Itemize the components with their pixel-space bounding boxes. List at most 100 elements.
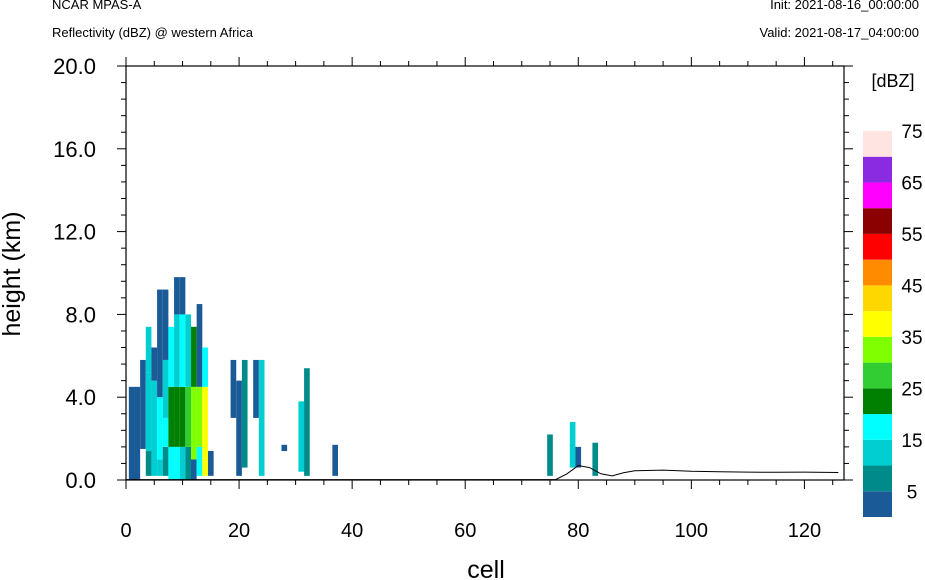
reflectivity-cell xyxy=(140,359,146,449)
init-time: Init: 2021-08-16_00:00:00 xyxy=(770,0,919,12)
reflectivity-cell xyxy=(185,446,192,480)
colorbar-box xyxy=(863,491,892,517)
reflectivity-cell xyxy=(157,459,163,476)
colorbar-tick-label: 35 xyxy=(901,328,922,349)
reflectivity-cell xyxy=(196,386,203,447)
reflectivity-cell xyxy=(128,386,135,480)
reflectivity-cell xyxy=(168,446,175,480)
y-tick-label: 4.0 xyxy=(65,385,96,410)
reflectivity-cell xyxy=(151,451,158,476)
reflectivity-cell xyxy=(185,314,192,387)
colorbar-box xyxy=(863,131,892,157)
colorbar-tick-label: 15 xyxy=(901,431,922,452)
y-tick-label: 12.0 xyxy=(53,220,96,245)
reflectivity-cell xyxy=(162,417,169,447)
colorbar-box xyxy=(863,362,892,389)
reflectivity-cell xyxy=(202,347,208,387)
reflectivity-cell xyxy=(230,359,237,418)
reflectivity-cell xyxy=(258,359,265,476)
colorbar-box xyxy=(863,388,892,415)
reflectivity-cell xyxy=(196,304,203,387)
reflectivity-cell xyxy=(145,326,152,373)
terrain-line xyxy=(126,464,839,481)
colorbar-units: [dBZ] xyxy=(871,71,914,91)
reflectivity-cell xyxy=(145,372,152,452)
reflectivity-cell xyxy=(281,444,288,452)
colorbar-box xyxy=(863,414,892,440)
colorbar-box xyxy=(863,439,892,466)
colorbar-tick-label: 55 xyxy=(901,225,922,246)
reflectivity-cell xyxy=(191,386,197,460)
reflectivity-cell xyxy=(547,434,553,476)
reflectivity-cell xyxy=(162,359,169,418)
reflectivity-cell xyxy=(569,422,576,468)
x-axis-ticks: 0 20 40 60 80 100 120 xyxy=(120,57,834,542)
reflectivity-cell xyxy=(168,326,175,387)
reflectivity-cell xyxy=(162,446,169,476)
reflectivity-cell xyxy=(179,386,186,447)
colorbar-box xyxy=(863,233,892,260)
reflectivity-cell xyxy=(157,289,163,398)
valid-time: Valid: 2021-08-17_04:00:00 xyxy=(759,25,920,40)
reflectivity-cell xyxy=(174,446,180,480)
reflectivity-cell xyxy=(162,289,169,360)
reflectivity-cell xyxy=(174,277,180,315)
reflectivity-cell xyxy=(179,314,186,387)
reflectivity-cell xyxy=(174,314,180,387)
reflectivity-cell xyxy=(592,442,599,476)
colorbar-box xyxy=(863,156,892,183)
x-tick-label: 40 xyxy=(341,520,363,542)
reflectivity-cell xyxy=(202,386,208,460)
x-tick-label: 20 xyxy=(228,520,250,542)
reflectivity-cell xyxy=(207,451,214,476)
x-tick-label: 100 xyxy=(675,520,708,542)
colorbar-box xyxy=(863,182,892,209)
x-tick-label: 0 xyxy=(120,520,131,542)
reflectivity-cell xyxy=(174,386,180,447)
reflectivity-cell xyxy=(157,397,163,460)
reflectivity-cell xyxy=(196,446,203,476)
colorbar-box xyxy=(863,311,892,337)
reflectivity-cell xyxy=(236,380,242,476)
colorbar-tick-label: 5 xyxy=(907,482,918,503)
x-tick-label: 60 xyxy=(454,520,476,542)
plot-frame xyxy=(125,65,845,481)
field-title: Reflectivity (dBZ) @ western Africa xyxy=(52,25,254,40)
reflectivity-cell xyxy=(185,386,192,447)
reflectivity-cell xyxy=(253,359,259,418)
reflectivity-cell xyxy=(134,386,141,480)
reflectivity-cell xyxy=(191,326,197,387)
colorbar-box xyxy=(863,465,892,492)
reflectivity-cell xyxy=(304,368,310,476)
reflectivity-cell xyxy=(145,451,152,476)
reflectivity-cell xyxy=(332,444,338,476)
reflectivity-cell xyxy=(179,277,186,315)
reflectivity-cell xyxy=(179,446,186,480)
y-tick-label: 8.0 xyxy=(65,302,96,327)
x-tick-label: 120 xyxy=(788,520,821,542)
y-tick-label: 20.0 xyxy=(53,54,96,79)
terrain-polyline xyxy=(126,464,839,481)
reflectivity-cell xyxy=(191,459,197,480)
reflectivity-cell xyxy=(151,380,158,452)
y-tick-label: 0.0 xyxy=(65,468,96,493)
reflectivity-cell xyxy=(168,386,175,447)
colorbar-tick-label: 65 xyxy=(901,174,922,195)
plot-axes xyxy=(125,65,845,481)
colorbar-tick-label: 45 xyxy=(901,276,922,297)
y-axis-ticks: 0.0 4.0 8.0 12.0 16.0 20.0 xyxy=(53,54,853,493)
reflectivity-cell xyxy=(575,446,582,468)
reflectivity-cell xyxy=(151,347,158,381)
colorbar-box xyxy=(863,208,892,234)
colorbar-box xyxy=(863,336,892,363)
colorbar-box xyxy=(863,285,892,312)
colorbar-tick-label: 75 xyxy=(901,122,922,143)
x-axis-label: cell xyxy=(467,556,505,580)
reflectivity-cells xyxy=(128,277,599,480)
reflectivity-cell xyxy=(298,401,305,472)
y-tick-label: 16.0 xyxy=(53,137,96,162)
model-title: NCAR MPAS-A xyxy=(52,0,142,12)
x-tick-label: 80 xyxy=(567,520,589,542)
reflectivity-cell xyxy=(241,359,248,468)
colorbar: 5 15 25 35 45 55 65 75 xyxy=(863,122,923,517)
